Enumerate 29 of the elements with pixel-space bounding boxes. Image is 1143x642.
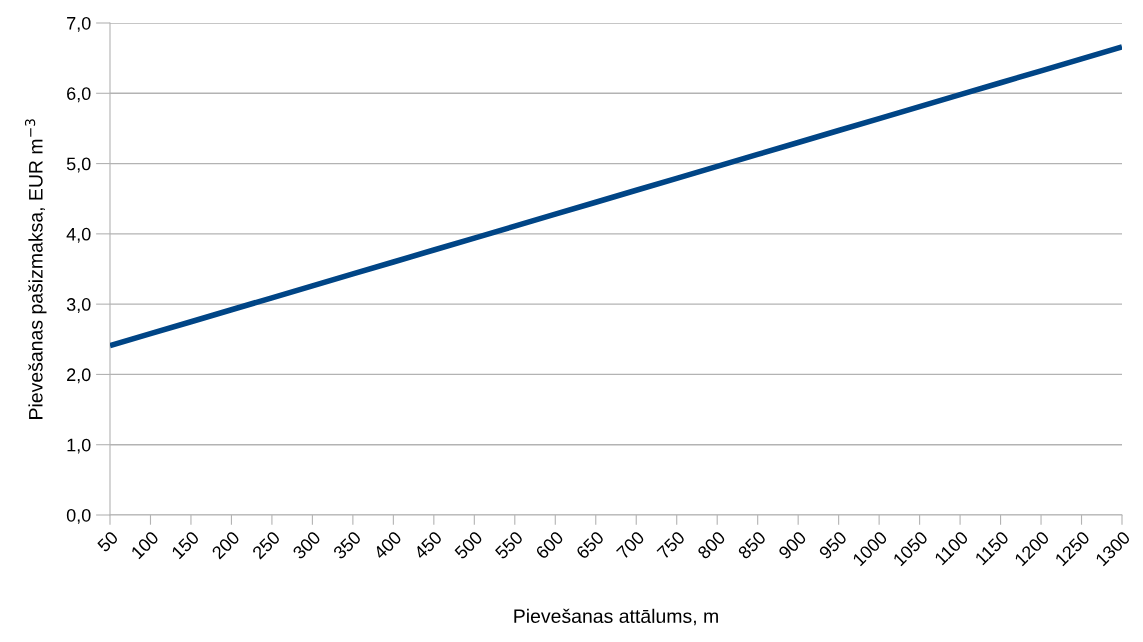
y-tick-label: 3,0	[66, 298, 91, 313]
x-tick-label: 850	[737, 530, 767, 560]
x-tick-label: 250	[251, 530, 281, 560]
x-tick-label: 800	[696, 530, 727, 560]
y-tick-label: 6,0	[67, 87, 91, 103]
x-tick-label: 100	[130, 530, 160, 560]
x-tick-label: 900	[777, 530, 808, 560]
x-axis-title: Pievešanas attālums, m	[514, 608, 718, 626]
x-tick-label: 150	[170, 530, 200, 560]
x-tick-label: 700	[615, 530, 646, 560]
y-tick-label: 7,0	[67, 16, 91, 32]
x-tick-label: 300	[291, 530, 322, 560]
x-tick-label: 50	[96, 530, 119, 553]
x-tick-label: 400	[372, 530, 403, 560]
x-tick-label: 350	[332, 530, 362, 560]
y-tick-label: 4,0	[66, 227, 91, 243]
x-tick-label: 500	[453, 530, 484, 560]
x-tick-label: 550	[494, 530, 524, 560]
y-tick-label: 1,0	[67, 438, 91, 454]
x-tick-label: 650	[575, 530, 605, 560]
y-tick-label: 0,0	[66, 508, 91, 524]
y-axis-title: Pievešanas pašizmaksa, EUR m$^{−3}$	[24, 119, 47, 419]
x-tick-label: 950	[818, 530, 848, 560]
y-tick-label: 2,0	[67, 368, 91, 384]
x-tick-label: 750	[656, 530, 686, 560]
x-tick-label: 200	[211, 530, 241, 560]
x-tick-label: 600	[534, 530, 565, 560]
x-tick-label: 450	[413, 530, 443, 560]
y-tick-label: 5,0	[66, 157, 91, 173]
